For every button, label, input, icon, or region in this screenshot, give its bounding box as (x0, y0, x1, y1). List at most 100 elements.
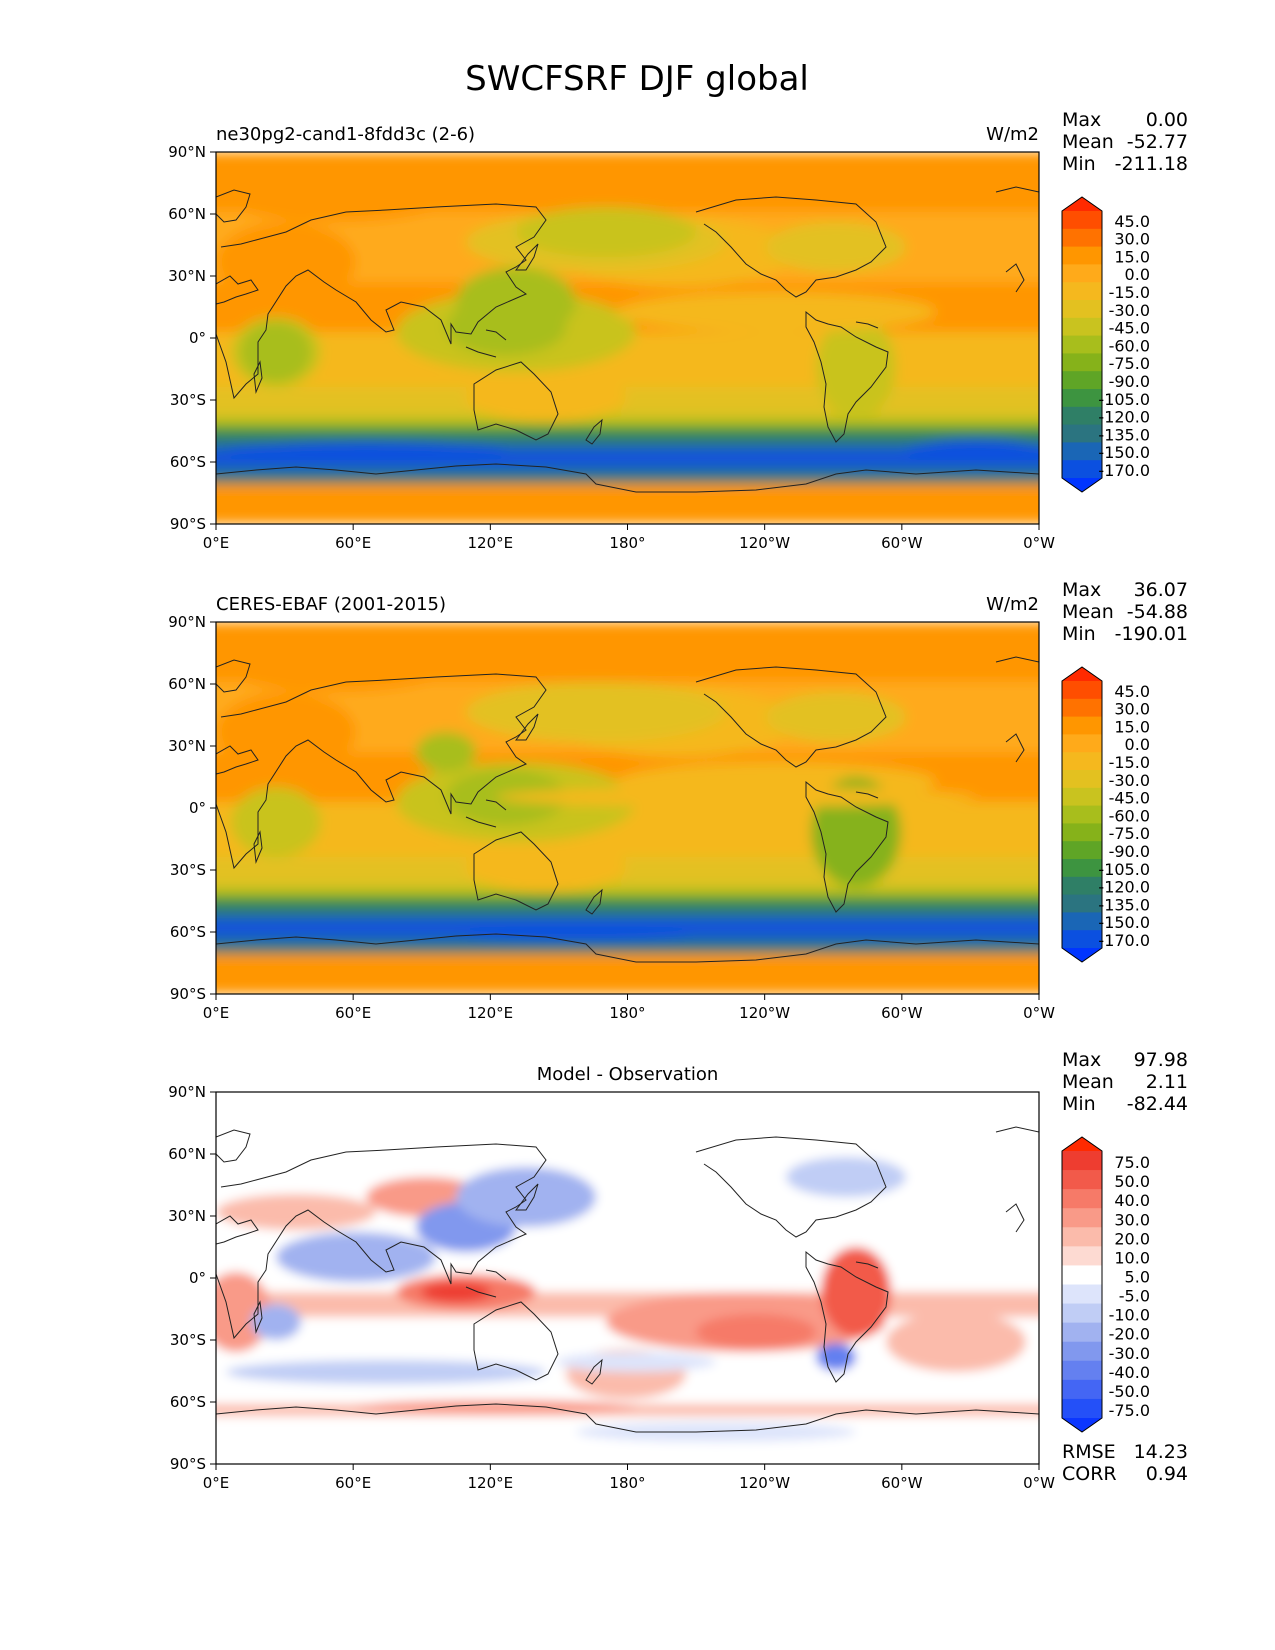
colorbar-label: -150.0 (1098, 913, 1150, 932)
y-tick-label: 60°S (170, 1393, 206, 1411)
panel-model: ne30pg2-cand1-8fdd3c (2-6) W/m2 0°E 60°E 120… (168, 109, 1188, 552)
stat-value: 0.94 (1146, 1463, 1188, 1485)
colorbar-segment (1062, 353, 1102, 372)
x-tick-label: 0°W (1023, 1474, 1055, 1492)
x-tick-label: 120°W (739, 1004, 790, 1022)
colorbar-label: 15.0 (1114, 247, 1150, 266)
field-amazon (816, 317, 896, 417)
colorbar-segment (1062, 1303, 1102, 1324)
y-tick-label: 90°S (170, 515, 206, 533)
colorbar-segment (1062, 876, 1102, 896)
colorbar-outline (1061, 196, 1103, 493)
x-tick-label: 0°E (203, 1004, 230, 1022)
colorbar-segment (1062, 1322, 1102, 1343)
colorbar-label: -30.0 (1109, 1344, 1150, 1363)
y-tick-label: 90°S (170, 1455, 206, 1473)
diff-arabian-blue (276, 1232, 436, 1282)
colorbar: 45.030.015.00.0-15.0-30.0-45.0-60.0-75.0… (1061, 196, 1150, 493)
field-sahara (216, 692, 356, 772)
colorbar-segment (1062, 228, 1102, 248)
colorbar-segment (1062, 859, 1102, 878)
field-kuroshio (466, 682, 726, 742)
field-itcz (616, 292, 936, 332)
x-tick-label: 0°W (1023, 534, 1055, 552)
stat-label: Mean (1062, 601, 1114, 623)
colorbar-extend-min (1062, 948, 1102, 962)
colorbar-label: -120.0 (1098, 878, 1150, 897)
colorbar-label: -150.0 (1098, 443, 1150, 462)
panel-units: W/m2 (986, 124, 1039, 145)
colorbar-segment (1062, 371, 1102, 390)
y-tick-label: 90°S (170, 985, 206, 1003)
colorbar-extend-max (1062, 667, 1102, 681)
colorbar-label: 10.0 (1114, 1248, 1150, 1267)
map-area (215, 1091, 1040, 1465)
colorbar-label: -45.0 (1109, 789, 1150, 808)
colorbar-label: 75.0 (1114, 1153, 1150, 1172)
y-tick-label: 30°S (170, 391, 206, 409)
panel-left-title: CERES-EBAF (2001-2015) (216, 594, 446, 615)
stat-label: Min (1062, 1093, 1096, 1115)
y-tick-label: 90°N (168, 143, 206, 161)
colorbar-label: 30.0 (1114, 230, 1150, 249)
stat-value: 0.00 (1146, 109, 1188, 131)
colorbar-label: 15.0 (1114, 717, 1150, 736)
colorbar-label: 20.0 (1114, 1229, 1150, 1248)
diff-spac-blue (556, 1352, 716, 1372)
diff-satl-red (886, 1312, 1026, 1372)
colorbar-segment (1062, 389, 1102, 408)
x-tick-label: 0°W (1023, 1004, 1055, 1022)
colorbar-label: -75.0 (1109, 824, 1150, 843)
map-field (216, 622, 1039, 994)
colorbar-segment (1062, 823, 1102, 842)
field-model-china (456, 267, 576, 337)
colorbar-segment (1062, 1170, 1102, 1190)
colorbar-label: 0.0 (1125, 265, 1150, 284)
colorbar-segment (1062, 1151, 1102, 1171)
colorbar-label: -60.0 (1109, 336, 1150, 355)
stat-value: -82.44 (1127, 1093, 1188, 1115)
x-tick-label: 60°W (881, 1004, 923, 1022)
diff-sio-blue-band (226, 1360, 546, 1384)
colorbar: 45.030.015.00.0-15.0-30.0-45.0-60.0-75.0… (1061, 666, 1150, 963)
colorbar-segment (1062, 1379, 1102, 1400)
colorbar-label: 50.0 (1114, 1172, 1150, 1191)
colorbar-label: -120.0 (1098, 408, 1150, 427)
y-tick-label: 30°N (168, 1207, 206, 1225)
colorbar-label: -90.0 (1109, 842, 1150, 861)
colorbar-segment (1062, 442, 1102, 461)
colorbar-segment (1062, 1227, 1102, 1247)
colorbar-segment (1062, 424, 1102, 443)
stat-value: 97.98 (1134, 1049, 1188, 1071)
colorbar-segment (1062, 246, 1102, 265)
diff-indonesia-core (421, 1282, 491, 1302)
field-eurasia-high (226, 178, 446, 222)
colorbar-segment (1062, 698, 1102, 718)
colorbar-segment (1062, 406, 1102, 426)
colorbar: 75.050.040.030.020.010.05.0-5.0-10.0-20.… (1061, 1136, 1150, 1433)
map-area (215, 151, 1040, 525)
colorbar-label: -75.0 (1109, 354, 1150, 373)
colorbar-label: -5.0 (1119, 1287, 1150, 1306)
colorbar-segment (1062, 716, 1102, 735)
colorbar-label: -170.0 (1098, 461, 1150, 480)
colorbar-label: -135.0 (1098, 895, 1150, 914)
colorbar-label: 40.0 (1114, 1191, 1150, 1210)
colorbar-segment (1062, 460, 1102, 479)
stat-label: RMSE (1062, 1441, 1116, 1463)
field-africa (231, 787, 321, 857)
colorbar-segment (1062, 1208, 1102, 1228)
y-tick-label: 0° (189, 799, 206, 817)
stat-value: -54.88 (1127, 601, 1188, 623)
x-tick-label: 0°E (203, 1474, 230, 1492)
panel-units: W/m2 (986, 594, 1039, 615)
colorbar-label: -30.0 (1109, 771, 1150, 790)
field-obs-china (416, 732, 476, 772)
stat-value: -52.77 (1127, 131, 1188, 153)
colorbar-label: -20.0 (1109, 1325, 1150, 1344)
colorbar-label: -170.0 (1098, 931, 1150, 950)
field-australia (466, 842, 626, 892)
y-tick-label: 90°N (168, 613, 206, 631)
colorbar-label: 5.0 (1125, 1268, 1150, 1287)
